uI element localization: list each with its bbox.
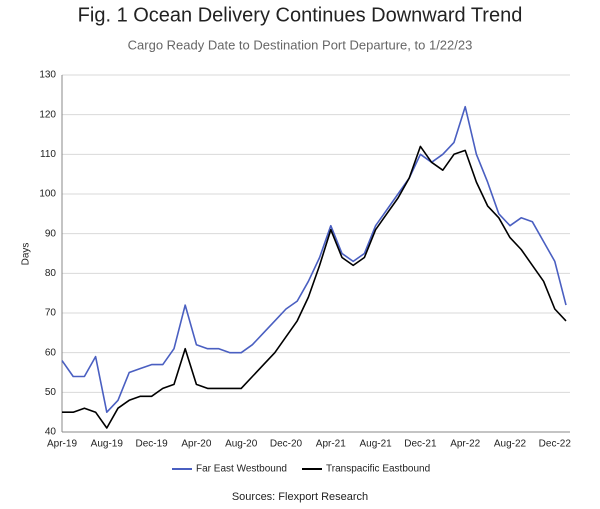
source-note: Sources: Flexport Research	[232, 491, 368, 503]
y-tick-label: 90	[45, 228, 57, 239]
y-axis-label: Days	[21, 243, 32, 266]
x-tick-label: Apr-21	[316, 439, 346, 450]
x-tick-label: Apr-20	[181, 439, 211, 450]
x-tick-label: Aug-20	[225, 439, 258, 450]
x-tick-label: Apr-22	[450, 439, 480, 450]
y-tick-label: 60	[45, 347, 57, 358]
y-tick-label: 50	[45, 387, 57, 398]
x-tick-label: Dec-22	[539, 439, 572, 450]
y-tick-label: 130	[39, 70, 56, 81]
series-line	[62, 145, 567, 429]
y-tick-label: 110	[40, 149, 56, 160]
y-tick-label: 100	[39, 189, 56, 200]
legend-label: Far East Westbound	[196, 464, 287, 475]
x-tick-label: Aug-22	[494, 439, 527, 450]
y-tick-label: 80	[45, 268, 57, 279]
legend-label: Transpacific Eastbound	[326, 464, 430, 475]
chart-subtitle: Cargo Ready Date to Destination Port Dep…	[128, 37, 473, 52]
chart-title: Fig. 1 Ocean Delivery Continues Downward…	[78, 4, 523, 26]
x-tick-label: Dec-20	[270, 439, 303, 450]
x-tick-label: Aug-21	[359, 439, 392, 450]
y-tick-label: 40	[45, 427, 57, 438]
y-tick-label: 120	[39, 109, 56, 120]
x-tick-label: Dec-19	[135, 439, 168, 450]
y-tick-label: 70	[45, 308, 57, 319]
x-tick-label: Dec-21	[404, 439, 437, 450]
x-tick-label: Aug-19	[91, 439, 124, 450]
x-tick-label: Apr-19	[47, 439, 77, 450]
series-line	[61, 105, 567, 413]
